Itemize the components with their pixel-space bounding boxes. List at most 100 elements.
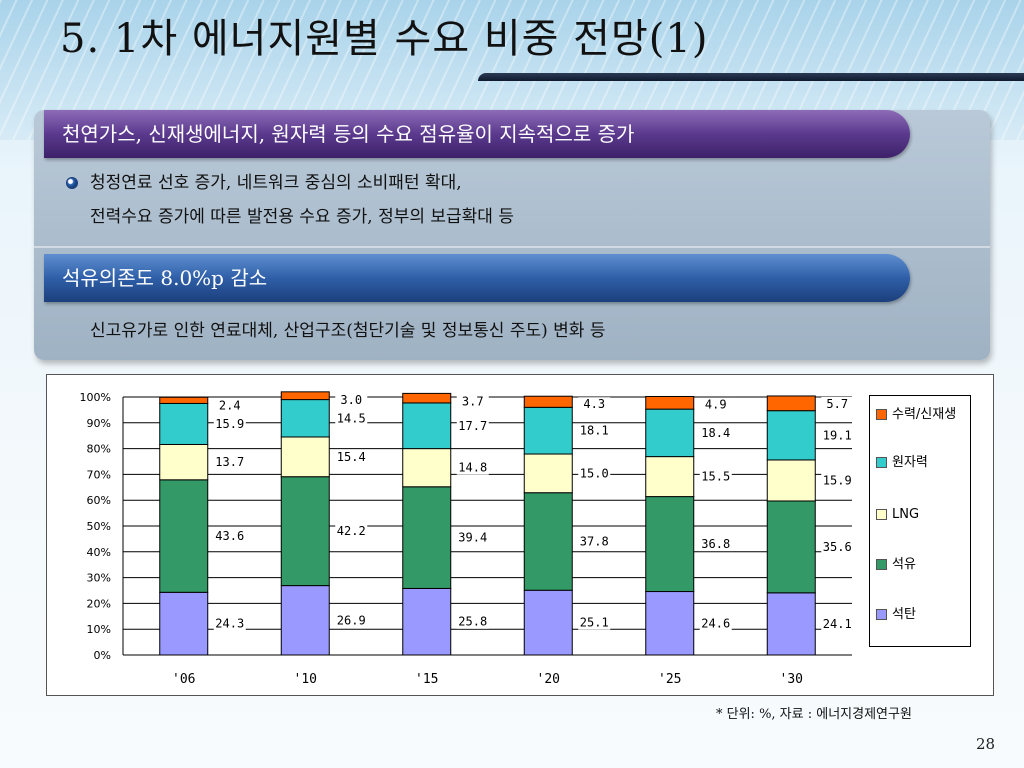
bar-segment — [766, 500, 816, 594]
data-label: 25.1 — [580, 616, 609, 630]
bar-segment — [766, 459, 816, 502]
x-tick-label: '20 — [537, 672, 560, 687]
data-label: 14.5 — [337, 411, 366, 425]
data-label-bg — [578, 466, 611, 481]
data-label-bg — [821, 473, 854, 488]
data-label: 24.6 — [701, 616, 730, 630]
data-label-bg — [335, 613, 368, 628]
data-label-bg — [456, 394, 489, 409]
page-number: 28 — [976, 735, 996, 753]
energy-share-chart: 0% 10% 20% 30% 40% 50% 60% 70% 80% 90% 100% 24.3 43.… — [46, 374, 994, 696]
data-label-bg — [456, 530, 489, 545]
bar-segment — [523, 395, 573, 408]
data-label: 2.4 — [219, 398, 241, 412]
y-tick-label: 30% — [87, 572, 111, 585]
section1-line-2: 전력수요 증가에 따른 발전용 수요 증가, 정부의 보급확대 등 — [90, 207, 514, 227]
data-label-bg — [213, 529, 246, 544]
data-label: 43.6 — [215, 529, 244, 543]
legend-swatch — [876, 609, 887, 620]
bar-segment — [766, 592, 816, 656]
data-label-bg — [335, 411, 368, 426]
y-tick-label: 10% — [87, 623, 111, 636]
bar-segment — [523, 406, 573, 455]
legend-label: 석탄 — [892, 607, 916, 622]
x-tick-label: '06 — [172, 672, 195, 687]
data-label: 15.9 — [215, 417, 244, 431]
bar-segment — [159, 402, 209, 445]
data-label-bg — [335, 449, 368, 464]
x-tick-label: '30 — [780, 672, 803, 687]
data-label: 15.0 — [580, 466, 609, 480]
bullet-icon — [66, 177, 78, 189]
data-label: 4.9 — [705, 397, 727, 411]
legend-label: 석유 — [892, 557, 916, 572]
data-label: 15.4 — [337, 450, 366, 464]
data-label-bg — [213, 398, 246, 413]
legend-swatch — [876, 457, 887, 468]
data-label: 35.6 — [823, 540, 852, 554]
data-label: 5.7 — [826, 397, 848, 411]
data-label: 3.7 — [462, 394, 484, 408]
data-label-bg — [578, 397, 611, 412]
data-label: 15.9 — [823, 473, 852, 487]
data-label-bg — [456, 614, 489, 629]
bar-segment — [402, 402, 452, 450]
bar-segment — [280, 399, 330, 438]
data-label-bg — [821, 616, 854, 631]
data-label: 13.7 — [215, 455, 244, 469]
data-label-bg — [699, 469, 732, 484]
bar-segment — [523, 589, 573, 656]
data-label: 24.1 — [823, 617, 852, 631]
data-label-bg — [456, 418, 489, 433]
bar-segment — [280, 476, 330, 587]
data-label: 37.8 — [580, 534, 609, 548]
bar-segment — [280, 391, 330, 401]
bar-segment — [402, 486, 452, 589]
y-tick-label: 40% — [87, 546, 111, 559]
bar-segment — [645, 591, 695, 656]
legend-label: 수력/신재생 — [892, 407, 957, 422]
bar-segment — [766, 395, 816, 412]
x-tick-label: '10 — [294, 672, 317, 687]
data-label-bg — [335, 524, 368, 539]
data-label-bg — [821, 396, 854, 411]
bar-segment — [159, 479, 209, 593]
data-label-bg — [699, 616, 732, 631]
data-label-bg — [213, 416, 246, 431]
legend-swatch — [876, 559, 887, 570]
data-label: 26.9 — [337, 613, 366, 627]
stacked-bar-chart: 0% 10% 20% 30% 40% 50% 60% 70% 80% 90% 100% 24.3 43.… — [80, 391, 854, 687]
data-label: 14.8 — [458, 461, 487, 475]
y-tick-label: 60% — [87, 494, 111, 507]
bar-segment — [159, 443, 209, 481]
data-label-bg — [699, 397, 732, 412]
bar-segment — [402, 392, 452, 404]
legend-swatch — [876, 409, 887, 420]
bar-segment — [159, 396, 209, 404]
data-label: 25.8 — [458, 615, 487, 629]
title-underline — [478, 73, 1024, 81]
bar-segment — [402, 587, 452, 656]
y-tick-label: 20% — [87, 597, 111, 610]
data-label: 19.1 — [823, 428, 852, 442]
y-tick-label: 80% — [87, 443, 111, 456]
data-label-bg — [456, 460, 489, 475]
data-label-bg — [578, 534, 611, 549]
legend-swatch — [876, 509, 887, 520]
data-label: 4.3 — [583, 397, 605, 411]
data-label: 17.7 — [458, 419, 487, 433]
data-label: 15.5 — [701, 470, 730, 484]
legend-label: 원자력 — [892, 455, 928, 470]
bar-segment — [523, 492, 573, 591]
data-label-bg — [699, 537, 732, 552]
bar-segment — [645, 496, 695, 593]
data-label-bg — [578, 615, 611, 630]
slide-title: 5. 1차 에너지원별 수요 비중 전망(1) — [60, 16, 709, 62]
legend-label: LNG — [892, 507, 920, 522]
data-label: 24.3 — [215, 617, 244, 631]
section2-heading: 석유의존도 8.0%p 감소 — [44, 254, 910, 302]
source-note: * 단위: %, 자료 : 에너지경제연구원 — [716, 707, 912, 722]
bar-segment — [645, 408, 695, 458]
y-tick-label: 70% — [87, 468, 111, 481]
section1-line-1: 청정연료 선호 증가, 네트워크 중심의 소비패턴 확대, — [90, 173, 462, 193]
